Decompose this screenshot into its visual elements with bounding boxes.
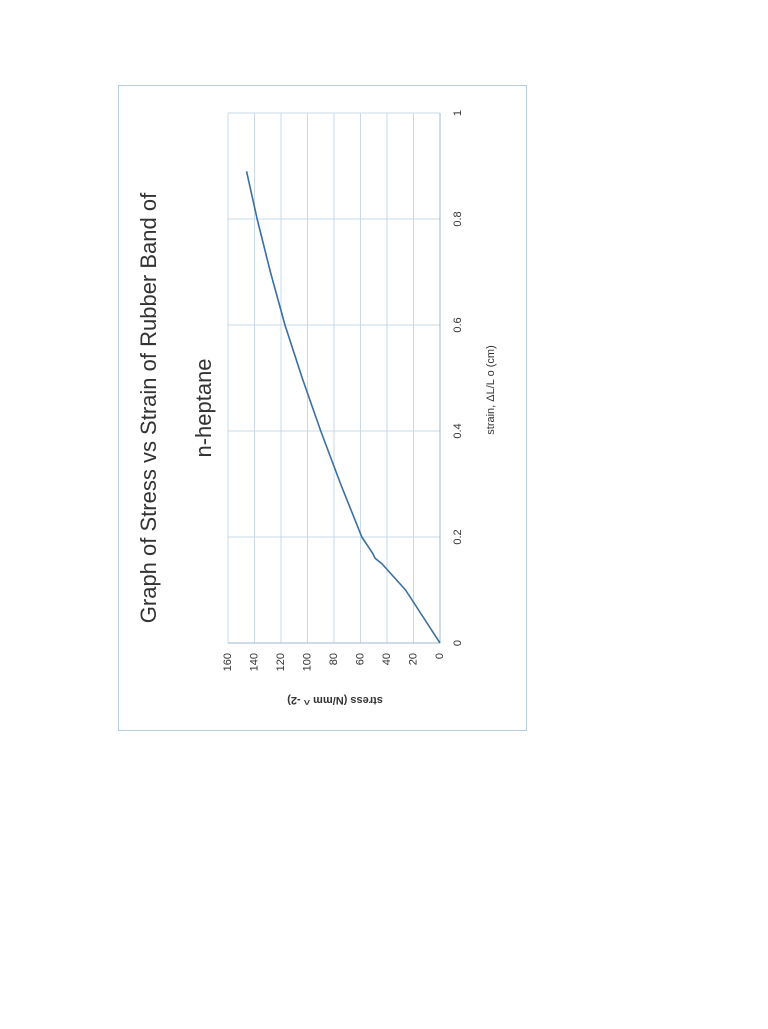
y-tick-label: 100 xyxy=(301,653,313,671)
x-tick-label: 0.4 xyxy=(452,423,464,438)
y-tick-label: 140 xyxy=(248,653,260,671)
y-axis-label: stress (N/mm ^ -2) xyxy=(287,694,383,706)
y-tick-label: 20 xyxy=(407,653,419,665)
x-tick-label: 0.2 xyxy=(452,529,464,544)
x-tick-label: 1 xyxy=(452,110,464,116)
x-tick-label: 0.8 xyxy=(452,211,464,226)
y-tick-label: 60 xyxy=(354,653,366,665)
chart-title: n-heptane xyxy=(191,358,216,457)
y-tick-label: 80 xyxy=(328,653,340,665)
x-axis-label: strain, ΔL/L o (cm) xyxy=(485,345,497,434)
x-tick-label: 0.6 xyxy=(452,317,464,332)
data-line xyxy=(245,171,441,644)
chart-frame xyxy=(118,85,527,731)
chart-title: Graph of Stress vs Strain of Rubber Band… xyxy=(136,192,161,623)
y-tick-label: 0 xyxy=(434,653,446,659)
y-tick-label: 40 xyxy=(381,653,393,665)
chart: Graph of Stress vs Strain of Rubber Band… xyxy=(136,110,497,706)
y-tick-label: 120 xyxy=(275,653,287,671)
x-tick-label: 0 xyxy=(452,640,464,646)
y-tick-label: 160 xyxy=(222,653,234,671)
